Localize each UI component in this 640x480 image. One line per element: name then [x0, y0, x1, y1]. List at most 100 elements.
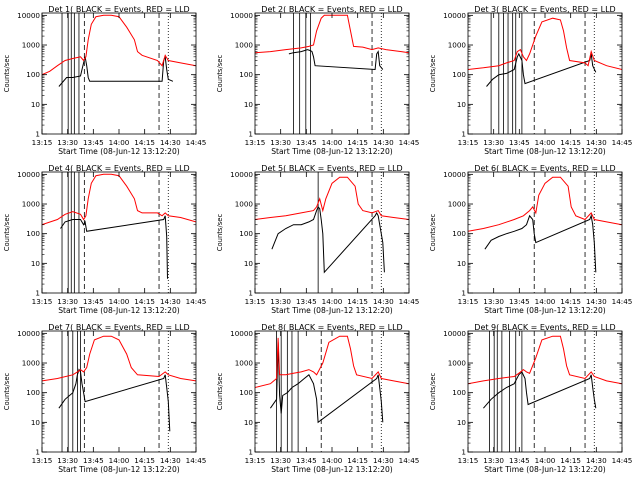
x-tick-label: 13:15	[458, 138, 479, 147]
x-axis-label: Start Time (08-Jun-12 13:12:20)	[484, 147, 606, 156]
x-tick-label: 14:30	[586, 456, 607, 465]
x-tick-label: 13:15	[458, 456, 479, 465]
y-tick-label: 10	[244, 418, 254, 427]
panel-title: Det 2( BLACK = Events, RED = LLD	[261, 5, 402, 14]
x-tick-label: 13:45	[296, 456, 317, 465]
x-tick-label: 14:00	[109, 138, 130, 147]
series-line-events	[484, 213, 597, 273]
series-line-lld	[468, 17, 622, 70]
y-tick-label: 1	[35, 289, 40, 298]
marker-lines	[293, 13, 382, 134]
panel-title: Det 8( BLACK = Events, RED = LLD	[261, 323, 402, 332]
panel-det-8: 1 10 100 1000 10000 13:15 13:30 13:45 14:00 14:15…	[216, 323, 419, 474]
x-tick-label: 14:00	[535, 297, 556, 306]
x-tick-label: 14:00	[322, 297, 343, 306]
plot-frame	[254, 171, 410, 294]
marker-lines	[61, 13, 169, 134]
x-axis-label: Start Time (08-Jun-12 13:12:20)	[58, 306, 180, 315]
x-tick-label: 14:15	[347, 456, 368, 465]
y-tick-label: 100	[239, 70, 253, 79]
y-axis-label: Counts/sec	[216, 55, 224, 93]
y-tick-label: 10000	[17, 329, 40, 338]
x-tick-label: 13:30	[483, 297, 504, 306]
series-line-lld	[42, 14, 196, 76]
x-tick-label: 13:30	[483, 138, 504, 147]
series-line-events	[288, 49, 384, 71]
plot-frame	[41, 12, 197, 135]
panel-title: Det 1( BLACK = Events, RED = LLD	[48, 5, 189, 14]
series-line-lld	[468, 335, 622, 385]
panel-det-6: 1 10 100 1000 10000 13:15 13:30 13:45 14:00 14:15…	[429, 164, 632, 315]
panel-title: Det 4( BLACK = Events, RED = LLD	[48, 164, 189, 173]
y-tick-label: 10	[31, 418, 41, 427]
y-tick-label: 1	[35, 448, 40, 457]
x-tick-label: 14:00	[109, 297, 130, 306]
x-tick-label: 14:45	[186, 456, 207, 465]
x-tick-label: 14:45	[186, 138, 207, 147]
y-tick-label: 10	[457, 418, 467, 427]
marker-lines	[490, 13, 595, 134]
y-axis-label: Counts/sec	[429, 214, 437, 252]
x-axis-label: Start Time (08-Jun-12 13:12:20)	[484, 306, 606, 315]
series-line-events	[486, 52, 597, 87]
x-tick-label: 14:45	[399, 456, 420, 465]
x-tick-label: 13:30	[270, 456, 291, 465]
panel-det-9: 1 10 100 1000 10000 13:15 13:30 13:45 14:00 14:15…	[429, 323, 632, 474]
y-tick-label: 10000	[17, 11, 40, 20]
marker-lines	[317, 172, 382, 293]
panel-title: Det 5( BLACK = Events, RED = LLD	[261, 164, 402, 173]
marker-lines	[61, 331, 169, 452]
panel-title: Det 9( BLACK = Events, RED = LLD	[474, 323, 615, 332]
y-tick-label: 1	[461, 448, 466, 457]
x-tick-label: 13:30	[270, 138, 291, 147]
x-tick-label: 13:15	[32, 297, 53, 306]
x-axis-label: Start Time (08-Jun-12 13:12:20)	[271, 465, 393, 474]
series-line-events	[269, 342, 384, 424]
marker-lines	[276, 331, 382, 452]
y-tick-label: 10	[457, 259, 467, 268]
y-tick-label: 1000	[22, 200, 41, 209]
x-tick-label: 14:30	[586, 297, 607, 306]
panel-det-4: 1 10 100 1000 10000 13:15 13:30 13:45 14:00 14:15…	[3, 164, 206, 315]
y-tick-label: 1000	[448, 41, 467, 50]
y-tick-label: 100	[26, 388, 40, 397]
series-line-lld	[42, 335, 196, 382]
x-tick-label: 14:30	[160, 456, 181, 465]
x-tick-label: 14:45	[399, 138, 420, 147]
y-tick-label: 10000	[443, 170, 466, 179]
x-tick-label: 14:30	[160, 297, 181, 306]
x-tick-label: 14:15	[347, 138, 368, 147]
x-tick-label: 13:30	[57, 297, 78, 306]
plot-frame	[467, 330, 623, 453]
panel-title: Det 7( BLACK = Events, RED = LLD	[48, 323, 189, 332]
plot-frame	[41, 171, 197, 294]
x-tick-label: 14:00	[535, 138, 556, 147]
y-tick-label: 1000	[22, 359, 41, 368]
x-tick-label: 13:30	[57, 456, 78, 465]
y-tick-label: 10	[31, 259, 41, 268]
y-tick-label: 100	[26, 70, 40, 79]
x-tick-label: 13:30	[57, 138, 78, 147]
y-tick-label: 10000	[230, 329, 253, 338]
x-tick-label: 14:15	[347, 297, 368, 306]
y-axis-label: Counts/sec	[216, 373, 224, 411]
series-line-events	[271, 205, 385, 274]
x-tick-label: 14:15	[560, 456, 581, 465]
x-tick-label: 13:45	[509, 138, 530, 147]
y-axis-label: Counts/sec	[3, 214, 11, 252]
x-tick-label: 13:30	[483, 456, 504, 465]
x-tick-label: 14:00	[322, 138, 343, 147]
series-line-events	[483, 371, 597, 409]
y-axis-label: Counts/sec	[3, 373, 11, 411]
x-tick-label: 14:30	[373, 138, 394, 147]
series-line-lld	[255, 14, 409, 54]
x-tick-label: 14:15	[134, 297, 155, 306]
x-tick-label: 13:15	[32, 138, 53, 147]
series-line-lld	[255, 176, 409, 220]
x-tick-label: 14:30	[586, 138, 607, 147]
x-tick-label: 14:15	[134, 456, 155, 465]
x-tick-label: 13:15	[245, 138, 266, 147]
y-tick-label: 10	[244, 100, 254, 109]
y-tick-label: 10	[244, 259, 254, 268]
series-line-events	[58, 368, 171, 432]
